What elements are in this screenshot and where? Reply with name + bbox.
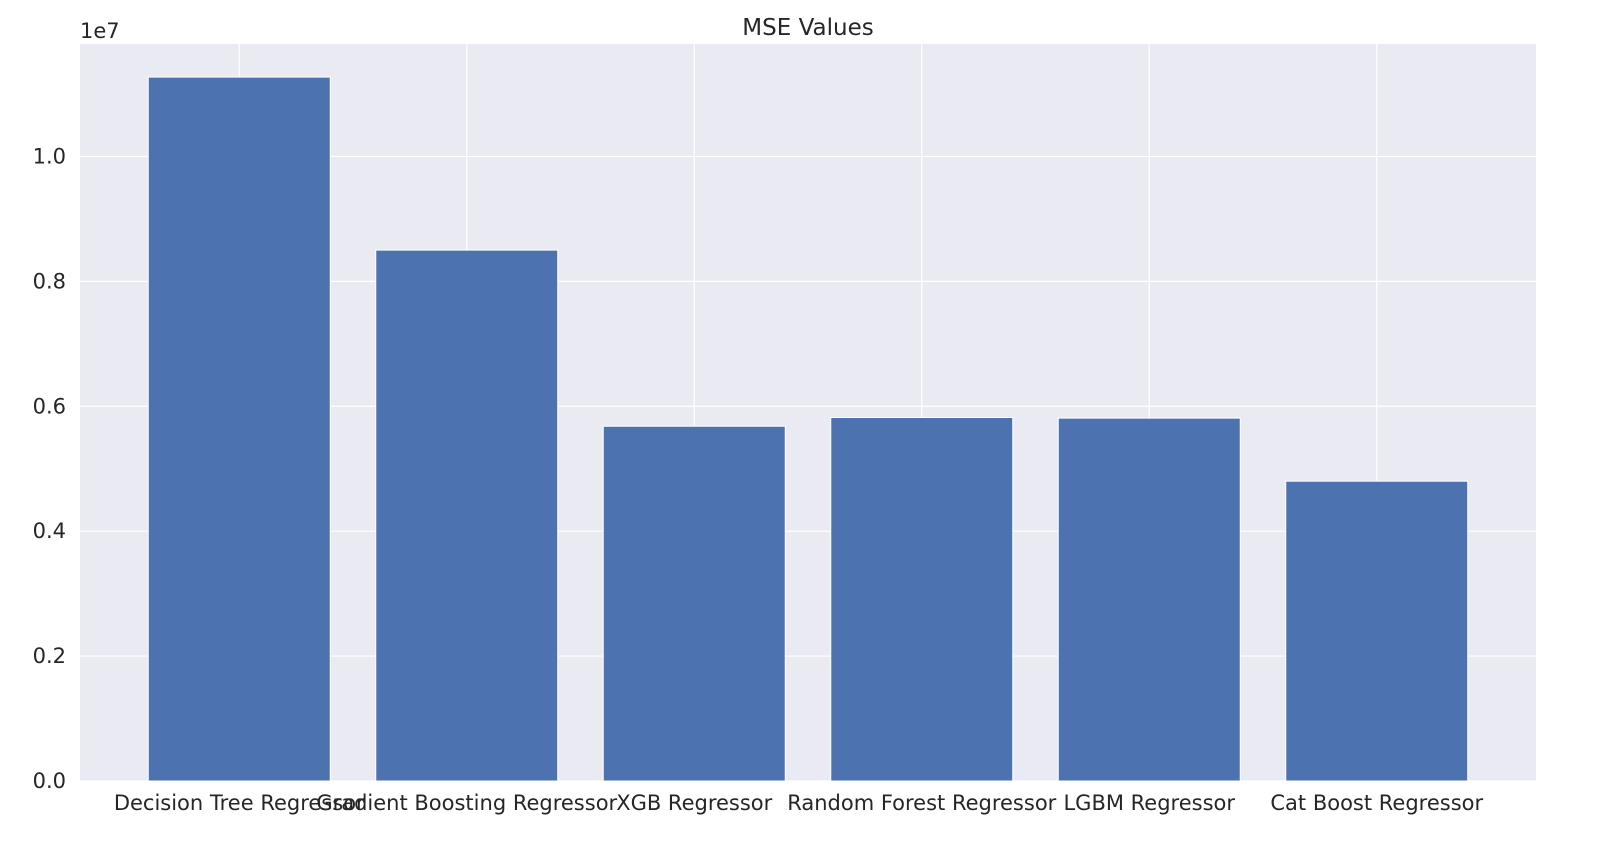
bar-0 — [147, 76, 331, 782]
x-tick-label: XGB Regressor — [616, 791, 772, 815]
y-tick-label: 0.8 — [33, 269, 66, 293]
bars — [147, 76, 1469, 782]
bar-1 — [375, 249, 559, 782]
x-tick-label: LGBM Regressor — [1063, 791, 1235, 815]
y-tick-label: 0.2 — [33, 644, 66, 668]
chart-title: MSE Values — [742, 15, 873, 41]
x-tick-label: Cat Boost Regressor — [1270, 791, 1483, 815]
bar-4 — [1057, 417, 1241, 782]
x-tick-label: Gradient Boosting Regressor — [316, 791, 617, 815]
y-tick-label: 0.0 — [33, 769, 66, 793]
bar-5 — [1285, 480, 1469, 782]
y-tick-label: 0.6 — [33, 394, 66, 418]
y-axis-offset-label: 1e7 — [80, 19, 120, 43]
y-axis-ticks: 0.0 0.2 0.4 0.6 0.8 1.0 — [33, 144, 66, 793]
bar-3 — [830, 416, 1014, 782]
x-tick-label: Random Forest Regressor — [787, 791, 1056, 815]
bar-2 — [602, 425, 786, 782]
y-tick-label: 1.0 — [33, 144, 66, 168]
y-tick-label: 0.4 — [33, 519, 66, 543]
x-tick-label: Decision Tree Regressor — [114, 791, 365, 815]
